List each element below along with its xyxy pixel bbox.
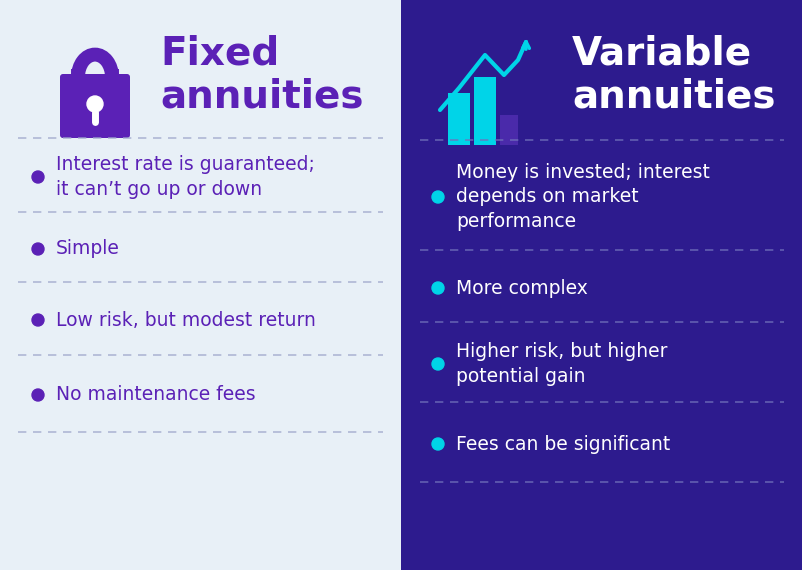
Circle shape [432,191,444,203]
Text: Money is invested; interest
depends on market
performance: Money is invested; interest depends on m… [456,163,710,231]
Circle shape [87,96,103,112]
Text: More complex: More complex [456,279,588,298]
Circle shape [432,282,444,294]
Text: No maintenance fees: No maintenance fees [56,385,256,405]
Circle shape [32,314,44,326]
Circle shape [432,358,444,370]
Text: Interest rate is guaranteed;
it can’t go up or down: Interest rate is guaranteed; it can’t go… [56,156,315,198]
Bar [448,93,470,145]
Circle shape [32,389,44,401]
Circle shape [32,243,44,255]
FancyBboxPatch shape [60,74,130,138]
Circle shape [432,438,444,450]
Bar [401,0,802,570]
Bar [0,0,401,570]
Text: Simple: Simple [56,239,119,259]
Bar [500,115,518,145]
Text: Fixed
annuities: Fixed annuities [160,35,363,115]
Text: Fees can be significant: Fees can be significant [456,434,670,454]
Bar [474,77,496,145]
Text: Low risk, but modest return: Low risk, but modest return [56,311,316,329]
Text: Variable
annuities: Variable annuities [572,35,776,115]
Text: Higher risk, but higher
potential gain: Higher risk, but higher potential gain [456,343,667,386]
Circle shape [32,171,44,183]
